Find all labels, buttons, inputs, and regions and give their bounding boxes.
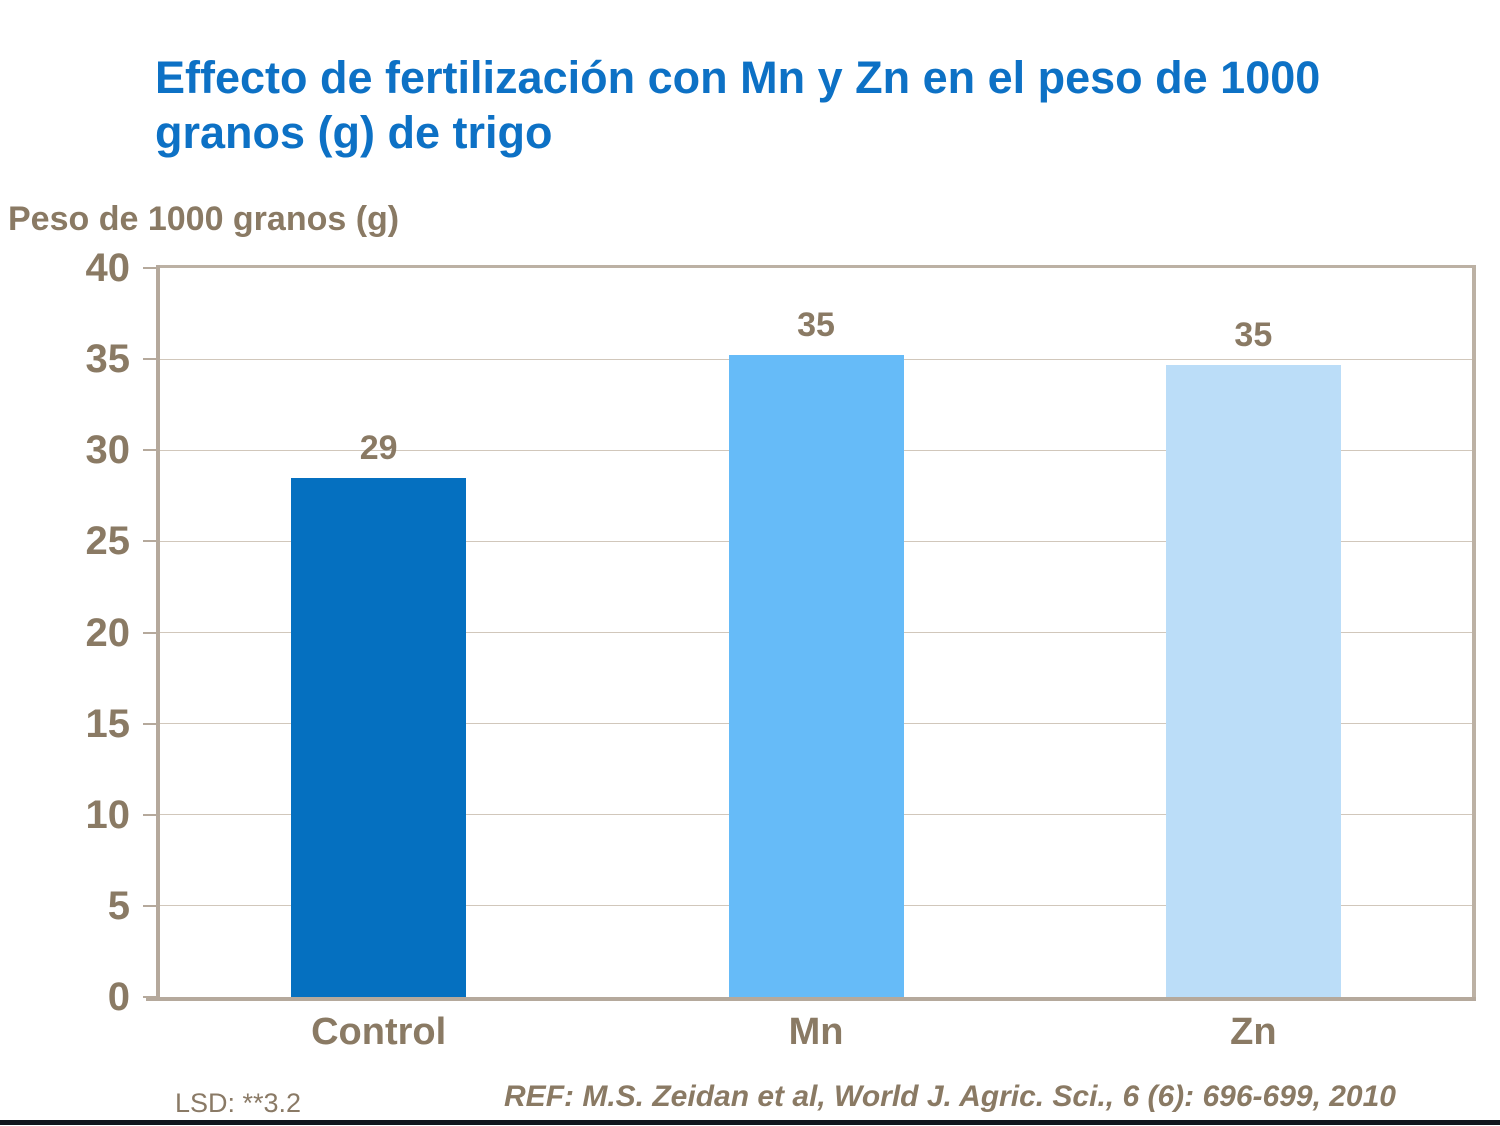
y-tick-label-20: 20 [85,610,131,655]
y-tick-label-10: 10 [85,792,131,837]
bar-zn [1165,364,1341,997]
x-axis-line [146,997,1476,1001]
category-label-control: Control [311,1011,447,1053]
y-tick-mark-20 [143,631,159,634]
y-tick-label-35: 35 [85,337,131,382]
y-tick-mark-15 [143,722,159,725]
y-tick-label-25: 25 [85,519,131,564]
bar-value-label-control: 29 [359,428,398,467]
reference-citation: REF: M.S. Zeidan et al, World J. Agric. … [504,1080,1396,1113]
y-tick-label-5: 5 [107,883,130,928]
y-tick-mark-10 [143,813,159,816]
category-label-mn: Mn [788,1011,844,1053]
chart-title: Effecto de fertilización con Mn y Zn en … [155,52,1321,158]
plot-area: 0 5 10 15 20 25 30 35 40 29 Control 35 Mn 35 Zn [86,246,1476,1053]
y-tick-label-15: 15 [85,701,131,746]
y-tick-mark-35 [143,358,159,361]
lsd-note: LSD: **3.2 [175,1088,302,1118]
category-label-zn: Zn [1230,1011,1277,1053]
y-axis-title: Peso de 1000 granos (g) [8,200,400,238]
plot-frame-top [156,265,1476,268]
bar-mn [728,355,904,997]
y-tick-mark-30 [143,449,159,452]
bar-control [291,477,467,997]
y-tick-mark-40 [143,267,159,269]
y-tick-mark-25 [143,540,159,543]
bar-value-label-mn: 35 [797,306,835,345]
footer-stripe [0,1120,1500,1125]
bar-value-label-zn: 35 [1234,315,1273,354]
y-tick-mark-0 [143,996,159,998]
y-tick-label-0: 0 [107,975,130,1019]
y-tick-label-40: 40 [85,246,131,290]
y-tick-label-30: 30 [85,428,131,473]
y-tick-mark-5 [143,904,159,907]
plot-frame-right [1472,265,1476,1001]
